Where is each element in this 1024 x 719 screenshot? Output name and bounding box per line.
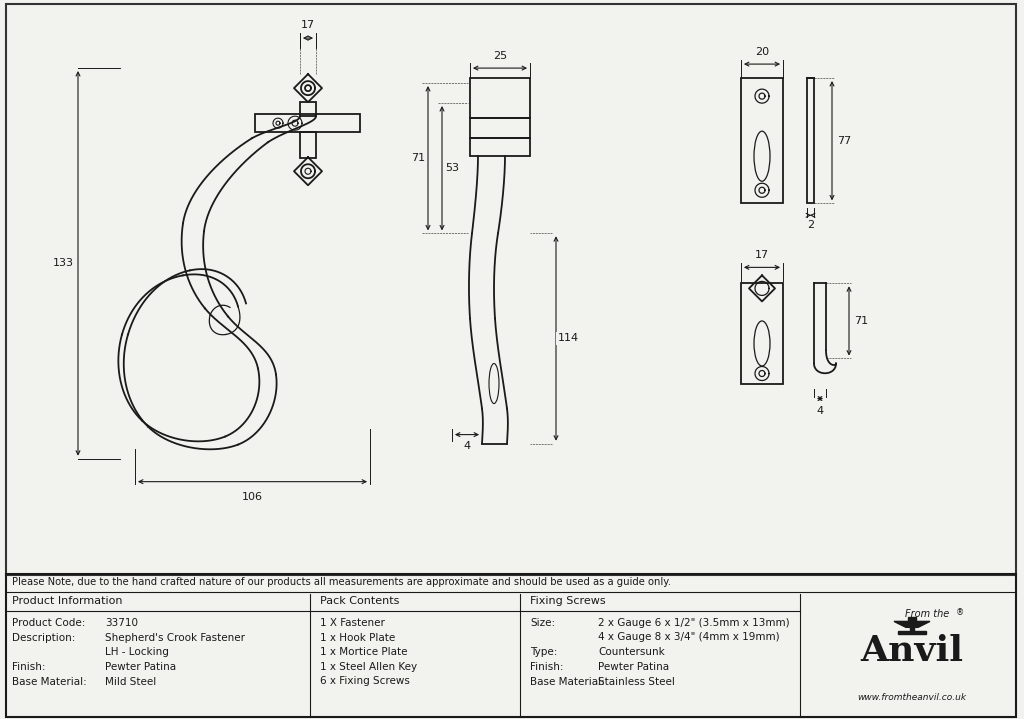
Bar xyxy=(470,78,530,118)
Text: Base Material:: Base Material: xyxy=(12,677,87,687)
Text: Countersunk: Countersunk xyxy=(598,647,665,657)
Text: Pack Contents: Pack Contents xyxy=(319,597,399,607)
Text: Anvil: Anvil xyxy=(860,634,964,668)
Text: 33710: 33710 xyxy=(105,618,138,628)
Text: 25: 25 xyxy=(493,51,507,61)
Text: Pewter Patina: Pewter Patina xyxy=(598,662,669,672)
Text: 4 x Gauge 8 x 3/4" (4mm x 19mm): 4 x Gauge 8 x 3/4" (4mm x 19mm) xyxy=(598,632,779,642)
Text: 71: 71 xyxy=(411,153,425,163)
Bar xyxy=(300,132,316,158)
Text: LH - Locking: LH - Locking xyxy=(105,647,169,657)
Text: 53: 53 xyxy=(445,163,459,173)
Text: 1 X Fastener: 1 X Fastener xyxy=(319,618,385,628)
Text: 114: 114 xyxy=(557,334,579,344)
Text: Product Code:: Product Code: xyxy=(12,618,85,628)
Polygon shape xyxy=(908,618,916,621)
Text: 20: 20 xyxy=(755,47,769,57)
Text: 17: 17 xyxy=(755,250,769,260)
Text: 4: 4 xyxy=(464,441,471,451)
Polygon shape xyxy=(894,621,930,628)
Text: Please Note, due to the hand crafted nature of our products all measurements are: Please Note, due to the hand crafted nat… xyxy=(12,577,671,587)
Text: Base Material:: Base Material: xyxy=(530,677,605,687)
Text: Fixing Screws: Fixing Screws xyxy=(530,597,605,607)
Text: Shepherd's Crook Fastener: Shepherd's Crook Fastener xyxy=(105,633,245,644)
Text: Finish:: Finish: xyxy=(530,662,563,672)
Text: 4: 4 xyxy=(816,406,823,416)
Text: 6 x Fixing Screws: 6 x Fixing Screws xyxy=(319,676,410,686)
Text: 1 x Hook Plate: 1 x Hook Plate xyxy=(319,633,395,643)
Text: Mild Steel: Mild Steel xyxy=(105,677,157,687)
Bar xyxy=(470,138,530,156)
Bar xyxy=(807,78,814,203)
Bar xyxy=(255,114,360,132)
Text: 71: 71 xyxy=(854,316,868,326)
Polygon shape xyxy=(898,631,926,634)
Text: ®: ® xyxy=(955,608,965,617)
Bar xyxy=(741,283,783,383)
Polygon shape xyxy=(910,628,914,631)
Text: Type:: Type: xyxy=(530,647,557,657)
Text: 133: 133 xyxy=(52,258,74,268)
Bar xyxy=(470,118,530,138)
Text: From the: From the xyxy=(905,610,949,620)
Text: 106: 106 xyxy=(242,492,262,502)
Text: Stainless Steel: Stainless Steel xyxy=(598,677,675,687)
Text: Size:: Size: xyxy=(530,618,555,628)
Text: www.fromtheanvil.co.uk: www.fromtheanvil.co.uk xyxy=(857,692,967,702)
Text: 1 x Mortice Plate: 1 x Mortice Plate xyxy=(319,647,408,657)
Bar xyxy=(300,102,316,116)
Text: Description:: Description: xyxy=(12,633,76,644)
Text: 2 x Gauge 6 x 1/2" (3.5mm x 13mm): 2 x Gauge 6 x 1/2" (3.5mm x 13mm) xyxy=(598,618,790,628)
Text: 2: 2 xyxy=(807,220,814,230)
Text: Pewter Patina: Pewter Patina xyxy=(105,662,176,672)
Bar xyxy=(741,78,783,203)
Text: 77: 77 xyxy=(837,136,851,146)
Text: Finish:: Finish: xyxy=(12,662,45,672)
Text: Product Information: Product Information xyxy=(12,597,123,607)
Text: 17: 17 xyxy=(301,20,315,30)
Text: 1 x Steel Allen Key: 1 x Steel Allen Key xyxy=(319,661,417,672)
